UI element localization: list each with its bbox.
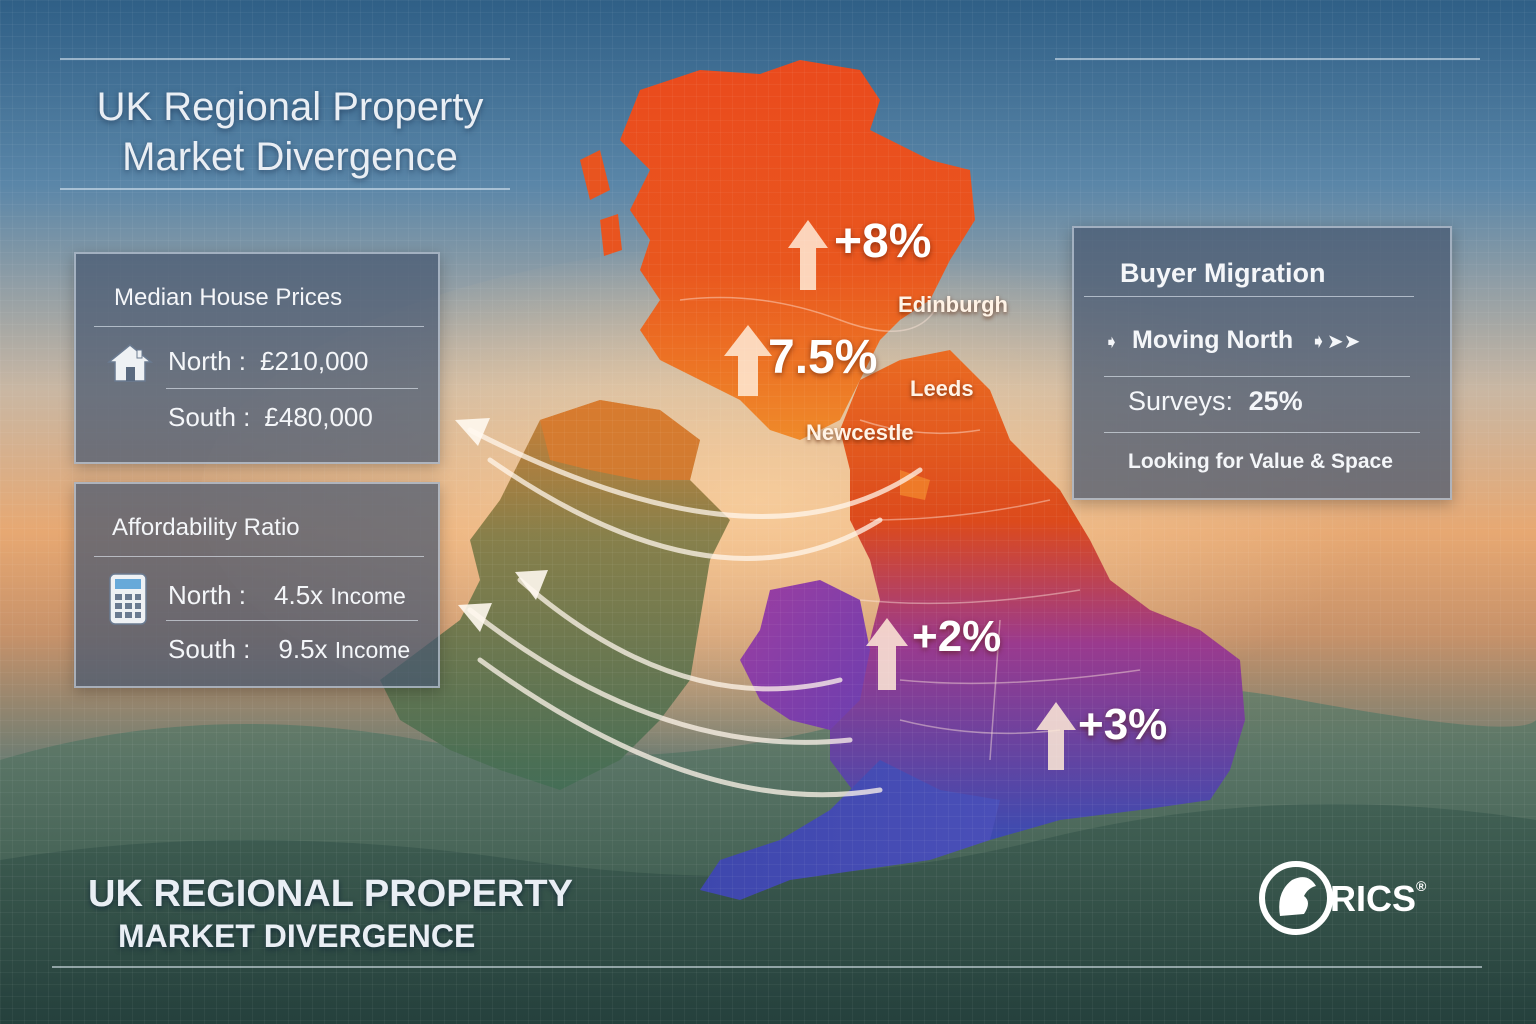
england-shape <box>830 350 1245 840</box>
median-prices-row-divider <box>166 388 418 389</box>
median-prices-north-value: £210,000 <box>260 346 369 376</box>
affordability-row-south: South : 9.5x Income <box>168 634 410 665</box>
affordability-north-value: 4.5x <box>274 580 324 610</box>
median-prices-panel: Median House Prices North : £210,000 Sout… <box>74 252 440 464</box>
migration-arrow-3 <box>517 577 843 692</box>
rics-logo-label: RICS <box>1330 878 1417 919</box>
affordability-north-label: North : <box>168 580 247 610</box>
migration-surveys-value: 25% <box>1248 386 1303 416</box>
page-title-line2: Market Divergence <box>122 135 458 179</box>
rics-logo-text: RICS® <box>1330 878 1426 920</box>
divider-top-right <box>1055 58 1480 60</box>
calculator-icon <box>109 573 147 625</box>
migration-divider-1 <box>1084 296 1414 297</box>
median-prices-row-south: South : £480,000 <box>168 402 373 433</box>
city-label-newcastle: Newcestle <box>806 420 914 445</box>
affordability-heading: Affordability Ratio <box>112 514 300 541</box>
region-growth-scotland-central: 7.5% <box>768 331 878 384</box>
footer-title: UK REGIONAL PROPERTY MARKET DIVERGENCE <box>60 872 580 956</box>
footer-title-line2: MARKET DIVERGENCE <box>118 918 476 954</box>
city-label-leeds: Leeds <box>910 376 974 401</box>
region-growth-south-east: +3% <box>1078 700 1168 749</box>
migration-surveys-label: Surveys: <box>1128 386 1234 416</box>
median-prices-south-value: £480,000 <box>264 402 373 432</box>
median-prices-divider <box>94 326 424 327</box>
affordability-panel: Affordability Ratio North : 4.5x Income S… <box>74 482 440 688</box>
affordability-north-unit: Income <box>330 583 406 609</box>
migration-arrow-4 <box>467 607 853 745</box>
migration-arrow-2 <box>487 457 883 561</box>
city-label-edinburgh: Edinburgh <box>898 292 1008 317</box>
migration-moving-label: Moving North <box>1132 326 1294 354</box>
affordability-south-label: South : <box>168 634 251 664</box>
up-arrow-central <box>724 325 772 396</box>
divider-bottom <box>52 966 1482 968</box>
rics-logo-mark <box>1259 861 1333 935</box>
affordability-south-unit: Income <box>334 637 411 663</box>
page-title: UK Regional Property Market Divergence <box>60 82 520 182</box>
divider-top-left-2 <box>60 188 510 190</box>
median-prices-north-label: North : <box>168 346 247 376</box>
page-title-line1: UK Regional Property <box>96 85 484 129</box>
divider-top-left <box>60 58 510 60</box>
affordability-south-value: 9.5x <box>278 634 328 664</box>
wales-shape <box>740 580 870 730</box>
migration-heading: Buyer Migration <box>1120 258 1326 288</box>
migration-moving-row: ➧ Moving North ➧➤➤ <box>1104 326 1360 355</box>
migration-arrow-5 <box>477 657 883 798</box>
affordability-divider <box>94 556 424 557</box>
affordability-row-north: North : 4.5x Income <box>168 580 406 611</box>
southwest-shape <box>700 760 1000 900</box>
diamond-arrow-icon: ➧ <box>1104 332 1120 352</box>
affordability-row-divider <box>166 620 418 621</box>
migration-note: Looking for Value & Space <box>1128 450 1393 473</box>
house-icon <box>106 344 154 382</box>
median-prices-row-north: North : £210,000 <box>168 346 368 377</box>
migration-divider-2 <box>1104 376 1410 377</box>
rics-logo-registered: ® <box>1416 878 1427 894</box>
migration-divider-3 <box>1104 432 1420 433</box>
up-arrow-midlands <box>866 618 908 690</box>
up-arrow-ne <box>788 220 828 290</box>
migration-surveys-row: Surveys: 25% <box>1128 386 1303 417</box>
median-prices-south-label: South : <box>168 402 251 432</box>
buyer-migration-panel: Buyer Migration ➧ Moving North ➧➤➤ Surve… <box>1072 226 1452 500</box>
median-prices-heading: Median House Prices <box>114 284 343 311</box>
region-growth-midlands: +2% <box>912 612 1002 661</box>
chevrons-right-icon: ➧➤➤ <box>1310 331 1361 353</box>
region-growth-scotland-ne: +8% <box>834 215 932 268</box>
up-arrow-southeast <box>1036 702 1076 770</box>
scotland-shape <box>620 60 975 440</box>
migration-arrow-1 <box>467 427 923 520</box>
footer-title-line1: UK REGIONAL PROPERTY <box>88 873 573 915</box>
